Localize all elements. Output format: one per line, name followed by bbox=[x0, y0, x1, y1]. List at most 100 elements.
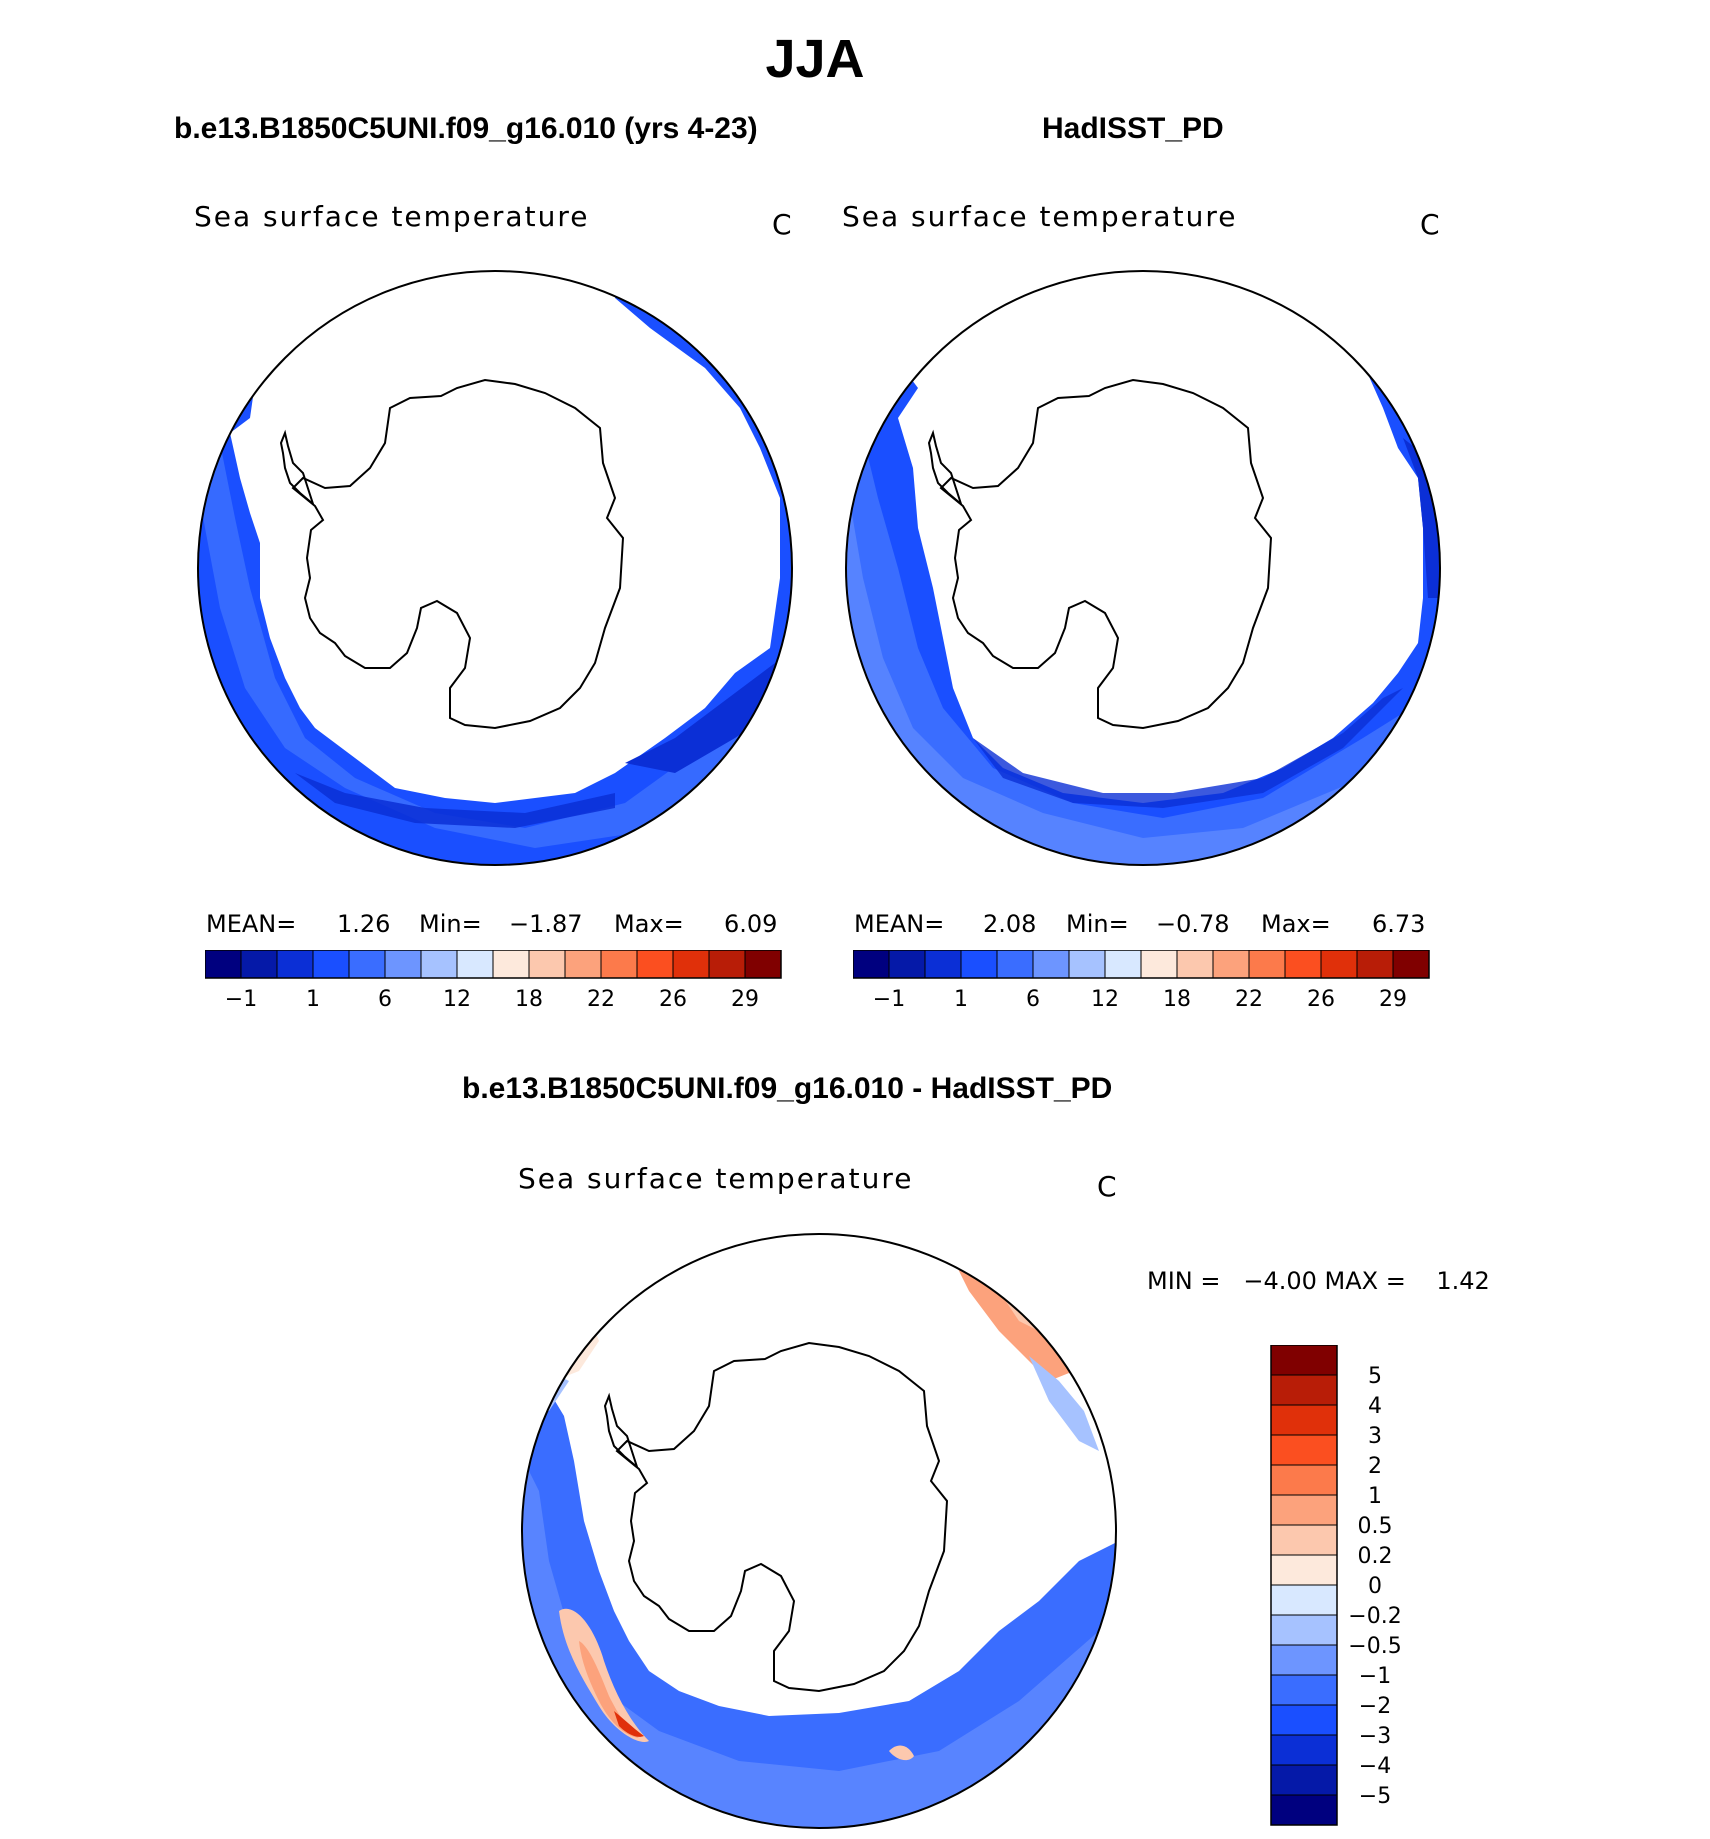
obs-colorbar-swatch bbox=[853, 950, 890, 979]
obs-min-value: −0.78 bbox=[1156, 910, 1230, 938]
map-boundary bbox=[197, 270, 793, 866]
diff-colorbar-swatch bbox=[1270, 1494, 1338, 1526]
obs-colorbar-tick-label: 1 bbox=[954, 987, 968, 1010]
diff-colorbar-tick-label: 1 bbox=[1368, 1484, 1382, 1509]
obs-colorbar-swatch bbox=[1320, 950, 1358, 979]
diff-colorbar-tick-label: 2 bbox=[1368, 1454, 1382, 1479]
model-colorbar-swatch bbox=[240, 950, 278, 979]
diff-colorbar-swatch bbox=[1270, 1644, 1338, 1676]
diff-colorbar-tick-label: −3 bbox=[1359, 1724, 1391, 1749]
diff-sst-map bbox=[521, 1233, 1117, 1829]
model-mean-value: 1.26 bbox=[337, 910, 391, 938]
obs-mean-value: 2.08 bbox=[983, 910, 1037, 938]
obs-max-value: 6.73 bbox=[1372, 910, 1426, 938]
obs-max-label: Max= bbox=[1261, 910, 1331, 938]
obs-colorbar-swatch bbox=[1392, 950, 1430, 979]
map-boundary bbox=[521, 1233, 1117, 1829]
model-colorbar-tick-label: 18 bbox=[515, 987, 543, 1010]
obs-colorbar-swatch bbox=[1104, 950, 1142, 979]
antarctic-peninsula-outline bbox=[927, 429, 964, 508]
diff-colorbar-swatch bbox=[1270, 1374, 1338, 1406]
diff-units-label: C bbox=[1097, 1170, 1119, 1203]
model-mean-label: MEAN= bbox=[206, 910, 297, 938]
diff-colorbar-swatch bbox=[1270, 1674, 1338, 1706]
obs-colorbar-swatch bbox=[1176, 950, 1214, 979]
obs-sst-map bbox=[845, 270, 1441, 866]
antarctic-peninsula-outline bbox=[603, 1392, 640, 1471]
obs-colorbar-tick-label: −1 bbox=[873, 987, 905, 1010]
diff-colorbar-swatch bbox=[1270, 1404, 1338, 1436]
diff-colorbar-swatch bbox=[1270, 1614, 1338, 1646]
model-colorbar-swatch bbox=[276, 950, 314, 979]
obs-panel-header: HadISST_PD bbox=[1042, 112, 1224, 145]
diff-colorbar-tick-label: −2 bbox=[1359, 1694, 1391, 1719]
obs-colorbar-swatch bbox=[1068, 950, 1106, 979]
obs-colorbar-swatch bbox=[996, 950, 1034, 979]
diff-colorbar-tick-label: 0 bbox=[1368, 1574, 1382, 1599]
diff-colorbar-tick-label: 3 bbox=[1368, 1424, 1382, 1449]
model-units-label: C bbox=[772, 208, 794, 241]
page-title: JJA bbox=[765, 29, 865, 89]
model-colorbar-swatch bbox=[708, 950, 746, 979]
model-min-value: −1.87 bbox=[509, 910, 583, 938]
diff-colorbar-swatch bbox=[1270, 1345, 1338, 1376]
diff-colorbar-swatch bbox=[1270, 1764, 1338, 1796]
model-colorbar-swatch bbox=[456, 950, 494, 979]
diff-colorbar-tick-label: −5 bbox=[1359, 1784, 1391, 1809]
model-colorbar-tick-label: 6 bbox=[378, 987, 392, 1010]
model-colorbar-swatch bbox=[420, 950, 458, 979]
diff-colorbar-swatch bbox=[1270, 1704, 1338, 1736]
obs-colorbar-tick-label: 26 bbox=[1307, 987, 1335, 1010]
model-colorbar-tick-label: 29 bbox=[731, 987, 759, 1010]
model-variable-label: Sea surface temperature bbox=[194, 200, 590, 233]
diff-colorbar-tick-label: −4 bbox=[1359, 1754, 1391, 1779]
map-boundary bbox=[845, 270, 1441, 866]
model-colorbar: −1 1 6 12 18 22 26 29 bbox=[205, 950, 782, 1010]
diff-colorbar-tick-label: −0.2 bbox=[1348, 1604, 1401, 1629]
obs-colorbar-swatch bbox=[1140, 950, 1178, 979]
diff-colorbar-tick-label: 0.2 bbox=[1358, 1544, 1393, 1569]
model-colorbar-tick-label: 12 bbox=[443, 987, 471, 1010]
antarctica-coastline bbox=[291, 378, 625, 730]
model-min-label: Min= bbox=[419, 910, 482, 938]
model-max-label: Max= bbox=[614, 910, 684, 938]
model-colorbar-swatch bbox=[744, 950, 782, 979]
diff-colorbar-tick-label: 4 bbox=[1368, 1394, 1382, 1419]
obs-variable-label: Sea surface temperature bbox=[842, 200, 1238, 233]
obs-min-label: Min= bbox=[1066, 910, 1129, 938]
diff-colorbar-swatch bbox=[1270, 1734, 1338, 1766]
diff-minmax-text: MIN = −4.00 MAX = 1.42 bbox=[1147, 1267, 1490, 1295]
diff-variable-label: Sea surface temperature bbox=[518, 1162, 914, 1195]
model-colorbar-swatch bbox=[492, 950, 530, 979]
diff-colorbar-swatch bbox=[1270, 1794, 1338, 1826]
diff-colorbar-tick-label: 5 bbox=[1368, 1364, 1382, 1389]
diff-colorbar-tick-label: −0.5 bbox=[1348, 1634, 1401, 1659]
model-panel-header: b.e13.B1850C5UNI.f09_g16.010 (yrs 4-23) bbox=[174, 112, 758, 145]
diff-colorbar-swatch bbox=[1270, 1524, 1338, 1556]
diff-colorbar-swatch bbox=[1270, 1434, 1338, 1466]
model-colorbar-swatch bbox=[564, 950, 602, 979]
obs-mean-label: MEAN= bbox=[854, 910, 945, 938]
model-colorbar-swatch bbox=[672, 950, 710, 979]
model-colorbar-swatch bbox=[636, 950, 674, 979]
obs-colorbar-tick-label: 29 bbox=[1379, 987, 1407, 1010]
diff-colorbar: −5 −4 −3 −2 −1 −0.5 −0.2 0 0.2 0.5 1 2 3 4 5 bbox=[1270, 1345, 1402, 1826]
diff-colorbar-tick-label: 0.5 bbox=[1358, 1514, 1393, 1539]
obs-units-label: C bbox=[1420, 208, 1442, 241]
diff-colorbar-swatch bbox=[1270, 1554, 1338, 1586]
antarctica-coastline bbox=[939, 378, 1273, 730]
obs-colorbar-tick-label: 22 bbox=[1235, 987, 1263, 1010]
model-colorbar-tick-label: −1 bbox=[225, 987, 257, 1010]
obs-colorbar-tick-label: 12 bbox=[1091, 987, 1119, 1010]
obs-colorbar-swatch bbox=[1248, 950, 1286, 979]
obs-colorbar-swatch bbox=[960, 950, 998, 979]
obs-colorbar-swatch bbox=[1356, 950, 1394, 979]
obs-colorbar-swatch bbox=[888, 950, 926, 979]
obs-colorbar-tick-label: 6 bbox=[1026, 987, 1040, 1010]
obs-colorbar-swatch bbox=[1284, 950, 1322, 979]
model-sst-map bbox=[197, 270, 793, 866]
antarctic-peninsula-outline bbox=[279, 429, 316, 508]
model-colorbar-swatch bbox=[205, 950, 242, 979]
diff-colorbar-tick-label: −1 bbox=[1359, 1664, 1391, 1689]
model-colorbar-tick-label: 22 bbox=[587, 987, 615, 1010]
